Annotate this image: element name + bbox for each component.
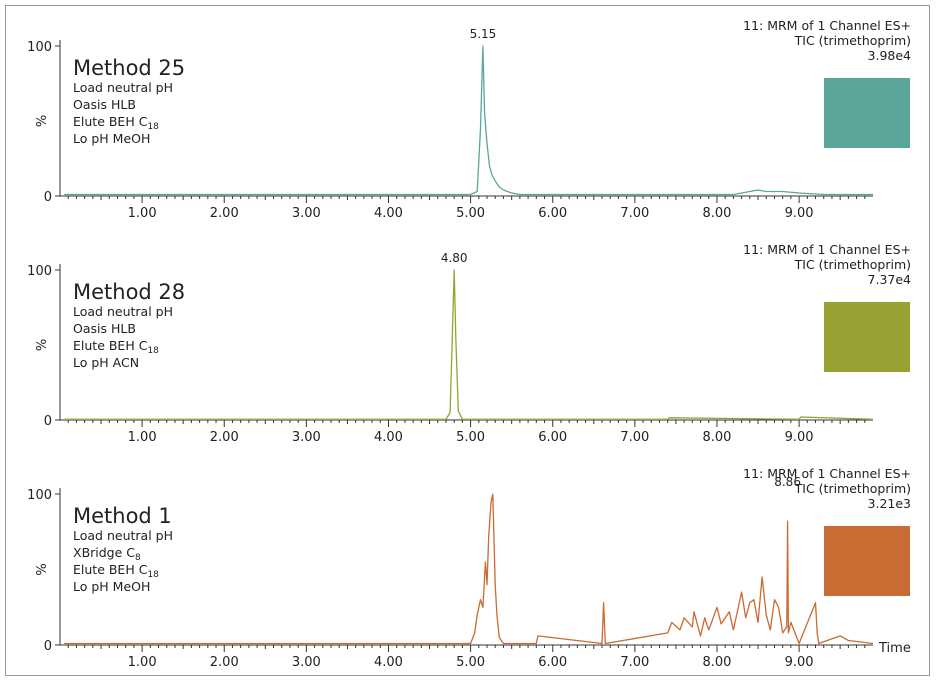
method-column-label: Oasis HLB bbox=[73, 321, 136, 336]
x-tick-label: 6.00 bbox=[538, 206, 567, 221]
intensity-info: 3.21e3 bbox=[868, 496, 911, 511]
y-tick-label: 100 bbox=[27, 488, 52, 503]
chart-panel-2: 100 0% 1.00 2.00 3.00 4.00 5.00 6.00 7.00 8.00 9.0… bbox=[27, 242, 911, 445]
peak-label: 8.86 bbox=[774, 475, 801, 489]
chart-panel-3: 100 0% 1.00 2.00 3.00 4.00 5.00 6.00 7.00 8.00 9.0… bbox=[27, 466, 911, 670]
chart-frame bbox=[5, 5, 930, 676]
channel-info: 11: MRM of 1 Channel ES+ bbox=[743, 466, 911, 481]
elute-subscript: 18 bbox=[147, 346, 159, 356]
channel-info: 11: MRM of 1 Channel ES+ bbox=[743, 242, 911, 257]
y-tick-label: 0 bbox=[44, 190, 52, 205]
color-swatch bbox=[824, 302, 910, 372]
x-tick-label: 4.00 bbox=[374, 430, 403, 445]
column-subscript: 8 bbox=[135, 553, 141, 563]
y-tick-label: 0 bbox=[44, 414, 52, 429]
x-tick-label: 2.00 bbox=[210, 206, 239, 221]
x-tick-label: 1.00 bbox=[128, 430, 157, 445]
chromatogram-trace bbox=[64, 493, 874, 645]
x-tick-label: 8.00 bbox=[702, 430, 731, 445]
x-tick-label: 6.00 bbox=[538, 430, 567, 445]
method-column-label: Oasis HLB bbox=[73, 97, 136, 112]
x-tick-label: 6.00 bbox=[538, 655, 567, 670]
color-swatch bbox=[824, 526, 910, 596]
compound-info: TIC (trimethoprim) bbox=[794, 481, 911, 496]
method-mobile-phase-label: Lo pH MeOH bbox=[73, 579, 150, 594]
x-axis-label: Time bbox=[878, 641, 911, 656]
method-load-label: Load neutral pH bbox=[73, 304, 173, 319]
x-tick-label: 8.00 bbox=[702, 655, 731, 670]
x-tick-label: 4.00 bbox=[374, 655, 403, 670]
x-tick-label: 5.00 bbox=[456, 206, 485, 221]
x-tick-label: 7.00 bbox=[620, 655, 649, 670]
y-axis-label: % bbox=[35, 339, 50, 351]
x-tick-label: 2.00 bbox=[210, 430, 239, 445]
x-tick-label: 7.00 bbox=[620, 430, 649, 445]
y-axis-label: % bbox=[35, 563, 50, 575]
x-tick-label: 1.00 bbox=[128, 655, 157, 670]
chromatogram-trace bbox=[64, 45, 873, 196]
y-tick-label: 100 bbox=[27, 264, 52, 279]
y-tick-label: 0 bbox=[44, 639, 52, 654]
x-tick-label: 7.00 bbox=[620, 206, 649, 221]
x-tick-label: 5.00 bbox=[456, 430, 485, 445]
x-tick-label: 5.00 bbox=[456, 655, 485, 670]
x-tick-label: 9.00 bbox=[785, 655, 814, 670]
chromatogram-trace bbox=[64, 269, 874, 420]
color-swatch bbox=[824, 78, 910, 148]
elute-subscript: 18 bbox=[147, 570, 159, 580]
method-title: Method 28 bbox=[73, 280, 185, 304]
method-elute-label: Elute BEH C18 bbox=[73, 114, 159, 132]
x-tick-label: 1.00 bbox=[128, 206, 157, 221]
method-mobile-phase-label: Lo pH MeOH bbox=[73, 131, 150, 146]
compound-info: TIC (trimethoprim) bbox=[794, 257, 911, 272]
elute-subscript: 18 bbox=[147, 122, 159, 132]
compound-info: TIC (trimethoprim) bbox=[794, 33, 911, 48]
method-load-label: Load neutral pH bbox=[73, 80, 173, 95]
method-elute-label: Elute BEH C18 bbox=[73, 562, 159, 580]
method-load-label: Load neutral pH bbox=[73, 528, 173, 543]
method-column-label: XBridge C8 bbox=[73, 545, 141, 563]
x-tick-label: 3.00 bbox=[292, 206, 321, 221]
x-tick-label: 3.00 bbox=[292, 430, 321, 445]
y-tick-label: 100 bbox=[27, 40, 52, 55]
x-tick-label: 4.00 bbox=[374, 206, 403, 221]
peak-label: 5.15 bbox=[470, 27, 497, 41]
intensity-info: 7.37e4 bbox=[868, 272, 912, 287]
x-tick-label: 9.00 bbox=[785, 206, 814, 221]
method-elute-label: Elute BEH C18 bbox=[73, 338, 159, 356]
x-tick-label: 9.00 bbox=[785, 430, 814, 445]
peak-label: 4.80 bbox=[441, 251, 468, 265]
chart-panel-1: 100 0% 1.00 2.00 3.00 4.00 5.00 6.00 7.00 8.00 9.0… bbox=[27, 18, 911, 221]
intensity-info: 3.98e4 bbox=[868, 48, 912, 63]
x-tick-label: 3.00 bbox=[292, 655, 321, 670]
method-title: Method 1 bbox=[73, 504, 172, 528]
method-mobile-phase-label: Lo pH ACN bbox=[73, 355, 139, 370]
channel-info: 11: MRM of 1 Channel ES+ bbox=[743, 18, 911, 33]
method-title: Method 25 bbox=[73, 56, 185, 80]
y-axis-label: % bbox=[35, 115, 50, 127]
x-tick-label: 8.00 bbox=[702, 206, 731, 221]
x-tick-label: 2.00 bbox=[210, 655, 239, 670]
